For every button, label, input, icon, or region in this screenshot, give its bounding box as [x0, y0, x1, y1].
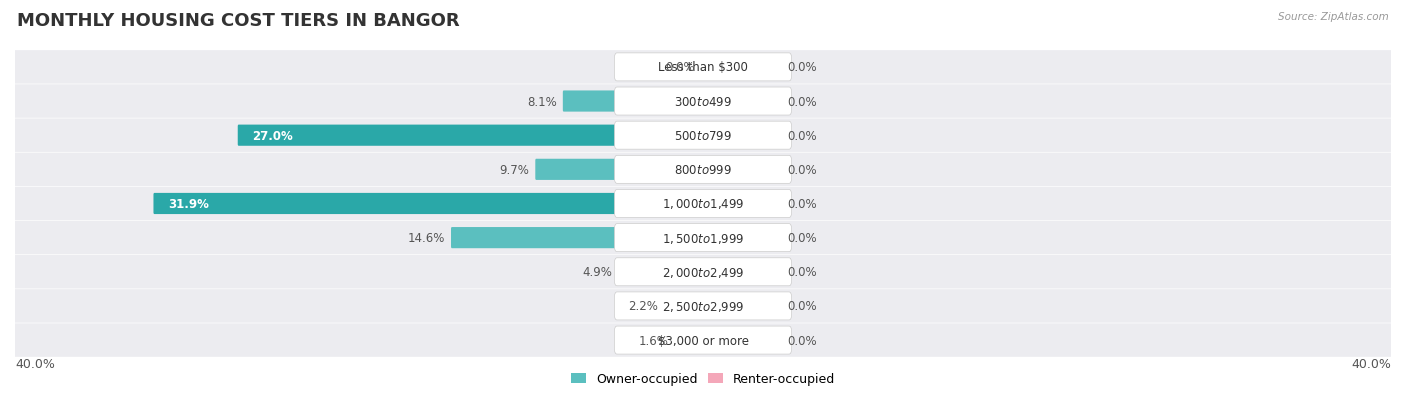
- Text: 0.0%: 0.0%: [787, 300, 817, 313]
- Text: 0.0%: 0.0%: [787, 232, 817, 244]
- Text: 27.0%: 27.0%: [252, 129, 292, 142]
- FancyBboxPatch shape: [617, 261, 704, 282]
- Text: $1,000 to $1,499: $1,000 to $1,499: [662, 197, 744, 211]
- FancyBboxPatch shape: [14, 255, 1392, 289]
- FancyBboxPatch shape: [14, 323, 1392, 357]
- Text: MONTHLY HOUSING COST TIERS IN BANGOR: MONTHLY HOUSING COST TIERS IN BANGOR: [17, 12, 460, 30]
- FancyBboxPatch shape: [614, 292, 792, 320]
- Text: 9.7%: 9.7%: [499, 164, 529, 176]
- Text: 0.0%: 0.0%: [787, 266, 817, 279]
- FancyBboxPatch shape: [614, 326, 792, 354]
- Text: 40.0%: 40.0%: [15, 357, 55, 370]
- FancyBboxPatch shape: [536, 159, 704, 180]
- FancyBboxPatch shape: [614, 258, 792, 286]
- Text: 8.1%: 8.1%: [527, 95, 557, 108]
- FancyBboxPatch shape: [614, 122, 792, 150]
- FancyBboxPatch shape: [702, 57, 782, 78]
- FancyBboxPatch shape: [614, 190, 792, 218]
- Text: 31.9%: 31.9%: [169, 197, 209, 211]
- FancyBboxPatch shape: [614, 156, 792, 184]
- FancyBboxPatch shape: [14, 51, 1392, 84]
- FancyBboxPatch shape: [14, 85, 1392, 119]
- Text: $2,500 to $2,999: $2,500 to $2,999: [662, 299, 744, 313]
- Text: 4.9%: 4.9%: [582, 266, 612, 279]
- Text: $2,000 to $2,499: $2,000 to $2,499: [662, 265, 744, 279]
- Text: $3,000 or more: $3,000 or more: [658, 334, 748, 347]
- FancyBboxPatch shape: [702, 261, 782, 282]
- Text: 0.0%: 0.0%: [787, 164, 817, 176]
- Text: 0.0%: 0.0%: [787, 129, 817, 142]
- FancyBboxPatch shape: [238, 125, 704, 147]
- FancyBboxPatch shape: [14, 153, 1392, 187]
- FancyBboxPatch shape: [702, 330, 782, 351]
- Text: 0.0%: 0.0%: [787, 95, 817, 108]
- Text: Less than $300: Less than $300: [658, 61, 748, 74]
- Text: 0.0%: 0.0%: [787, 197, 817, 211]
- FancyBboxPatch shape: [14, 187, 1392, 221]
- Text: $500 to $799: $500 to $799: [673, 129, 733, 142]
- FancyBboxPatch shape: [702, 125, 782, 147]
- Text: 1.6%: 1.6%: [638, 334, 669, 347]
- Text: 40.0%: 40.0%: [1351, 357, 1391, 370]
- FancyBboxPatch shape: [702, 91, 782, 112]
- Text: $1,500 to $1,999: $1,500 to $1,999: [662, 231, 744, 245]
- FancyBboxPatch shape: [614, 54, 792, 82]
- FancyBboxPatch shape: [614, 224, 792, 252]
- FancyBboxPatch shape: [702, 159, 782, 180]
- FancyBboxPatch shape: [702, 296, 782, 317]
- Text: $300 to $499: $300 to $499: [673, 95, 733, 108]
- Text: Source: ZipAtlas.com: Source: ZipAtlas.com: [1278, 12, 1389, 22]
- FancyBboxPatch shape: [675, 330, 704, 351]
- FancyBboxPatch shape: [451, 228, 704, 249]
- FancyBboxPatch shape: [14, 221, 1392, 255]
- FancyBboxPatch shape: [702, 193, 782, 214]
- Text: 14.6%: 14.6%: [408, 232, 446, 244]
- FancyBboxPatch shape: [614, 88, 792, 116]
- FancyBboxPatch shape: [664, 296, 704, 317]
- Text: $800 to $999: $800 to $999: [673, 164, 733, 176]
- FancyBboxPatch shape: [14, 119, 1392, 152]
- FancyBboxPatch shape: [14, 290, 1392, 323]
- Text: 0.0%: 0.0%: [665, 61, 695, 74]
- Text: 0.0%: 0.0%: [787, 61, 817, 74]
- FancyBboxPatch shape: [153, 193, 704, 214]
- Legend: Owner-occupied, Renter-occupied: Owner-occupied, Renter-occupied: [567, 367, 839, 390]
- FancyBboxPatch shape: [562, 91, 704, 112]
- FancyBboxPatch shape: [702, 228, 782, 249]
- Text: 2.2%: 2.2%: [628, 300, 658, 313]
- Text: 0.0%: 0.0%: [787, 334, 817, 347]
